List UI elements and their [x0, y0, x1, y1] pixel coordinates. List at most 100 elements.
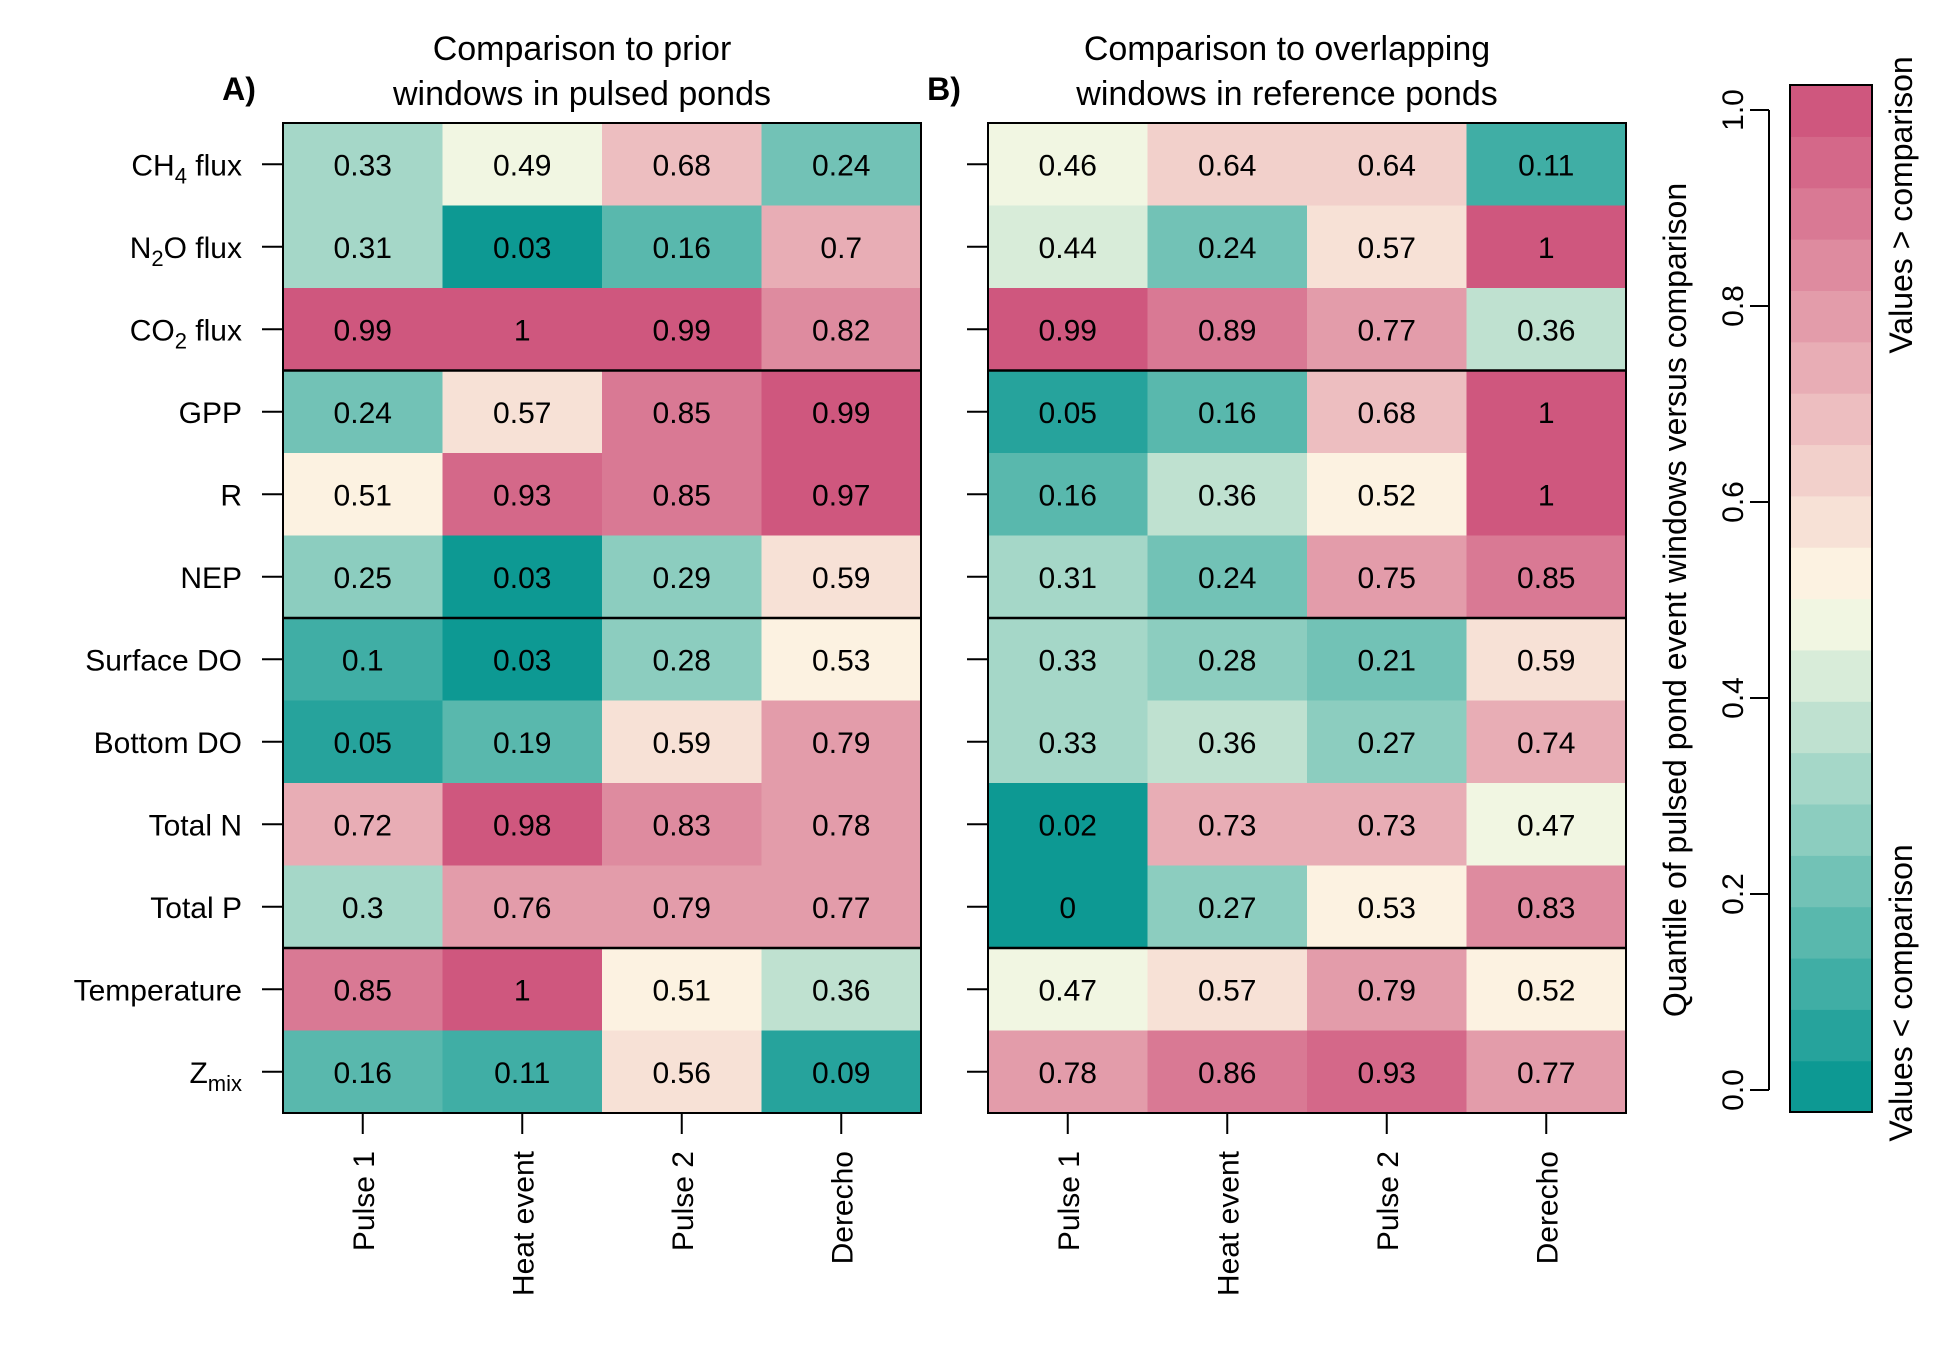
heatmap-cell [1466, 453, 1627, 537]
row-label: NEP [180, 562, 242, 595]
heatmap-cell [442, 948, 603, 1032]
cell-value-label: 0.31 [1039, 562, 1097, 595]
heatmap-cell [602, 948, 763, 1032]
cell-value-label: 0.79 [653, 892, 711, 925]
cell-value-label: 0.29 [653, 562, 711, 595]
heatmap-cell [761, 453, 922, 537]
cell-value-label: 0.77 [1517, 1057, 1575, 1090]
cell-value-label: 0.57 [1358, 232, 1416, 265]
colorbar-segment [1790, 136, 1872, 189]
panel-title-line1: Comparison to prior [433, 30, 732, 68]
colorbar-segment [1790, 1060, 1872, 1113]
cell-value-label: 0.99 [653, 314, 711, 347]
cell-value-label: 0.05 [334, 727, 392, 760]
cell-value-label: 0.78 [1039, 1057, 1097, 1090]
panel-title-line2: windows in reference ponds [1075, 75, 1497, 113]
cell-value-label: 0.85 [653, 479, 711, 512]
heatmap-cell [761, 948, 922, 1032]
cell-value-label: 0.93 [493, 479, 551, 512]
cell-value-label: 0.16 [653, 232, 711, 265]
heatmap-cell [442, 783, 603, 867]
heatmap-cell [1307, 618, 1468, 702]
cell-value-label: 0.64 [1358, 149, 1416, 182]
colorbar-segment [1790, 393, 1872, 446]
cell-value-label: 0.44 [1039, 232, 1097, 265]
heatmap-cell [988, 783, 1149, 867]
cell-value-label: 0.73 [1358, 809, 1416, 842]
colorbar-segment [1790, 85, 1872, 137]
cell-value-label: 0.3 [342, 892, 384, 925]
heatmap-cell [1466, 618, 1627, 702]
heatmap-cell [602, 370, 763, 454]
heatmap-cell [1147, 1030, 1308, 1114]
colorbar-tick-label: 0.4 [1717, 677, 1750, 719]
heatmap-cell [761, 783, 922, 867]
heatmap-cell [1466, 123, 1627, 207]
row-label: Total P [150, 892, 242, 925]
heatmap-cell [988, 700, 1149, 784]
colorbar-segment [1790, 444, 1872, 497]
heatmap-cell [283, 1030, 444, 1114]
cell-value-label: 0.68 [1358, 397, 1416, 430]
heatmap-cell [761, 205, 922, 289]
colorbar-high-label: Values > comparison [1883, 56, 1919, 353]
colorbar-segment [1790, 855, 1872, 908]
heatmap-cell [602, 205, 763, 289]
cell-value-label: 1 [514, 974, 531, 1007]
heatmap-cell [1307, 453, 1468, 537]
cell-value-label: 0.53 [1358, 892, 1416, 925]
row-label: Total N [149, 809, 242, 842]
x-tick-label: Derecho [826, 1151, 859, 1264]
colorbar-axis-title: Quantile of pulsed pond event windows ve… [1657, 183, 1693, 1017]
cell-value-label: 0.97 [812, 479, 870, 512]
x-tick-label: Derecho [1531, 1151, 1564, 1264]
heatmap-cell [1147, 453, 1308, 537]
heatmap-cell [283, 948, 444, 1032]
cell-value-label: 0.19 [493, 727, 551, 760]
heatmap-cell [1147, 700, 1308, 784]
cell-value-label: 1 [514, 314, 531, 347]
panel-letter: A) [222, 71, 256, 107]
row-label: CO2 flux [130, 314, 242, 353]
colorbar-segment [1790, 752, 1872, 805]
row-label: CH4 flux [131, 149, 242, 188]
heatmap-cell [602, 288, 763, 372]
cell-value-label: 0.98 [493, 809, 551, 842]
cell-value-label: 0.33 [1039, 727, 1097, 760]
cell-value-label: 0.99 [812, 397, 870, 430]
heatmap-cell [442, 123, 603, 207]
cell-value-label: 0.47 [1517, 809, 1575, 842]
cell-value-label: 0.46 [1039, 149, 1097, 182]
cell-value-label: 0.36 [1198, 479, 1256, 512]
cell-value-label: 0.36 [1517, 314, 1575, 347]
cell-value-label: 0.78 [812, 809, 870, 842]
heatmap-cell [442, 453, 603, 537]
heatmap-cell [761, 370, 922, 454]
heatmap-cell [761, 865, 922, 949]
cell-value-label: 0.27 [1198, 892, 1256, 925]
heatmap-cell [1466, 700, 1627, 784]
cell-value-label: 0.85 [334, 974, 392, 1007]
colorbar-segment [1790, 649, 1872, 702]
cell-value-label: 0.68 [653, 149, 711, 182]
heatmap-cell [602, 453, 763, 537]
row-label: Bottom DO [94, 727, 242, 760]
heatmap-cell [283, 618, 444, 702]
cell-value-label: 1 [1538, 232, 1555, 265]
cell-value-label: 0.73 [1198, 809, 1256, 842]
colorbar-tick-label: 1.0 [1717, 89, 1750, 131]
cell-value-label: 0.21 [1358, 644, 1416, 677]
cell-value-label: 0.24 [1198, 562, 1256, 595]
cell-value-label: 0.24 [334, 397, 392, 430]
heatmap-cell [1147, 288, 1308, 372]
heatmap-cell [283, 123, 444, 207]
cell-value-label: 0.79 [812, 727, 870, 760]
heatmap-cell [442, 535, 603, 619]
cell-value-label: 0.72 [334, 809, 392, 842]
cell-value-label: 0.24 [812, 149, 870, 182]
colorbar-segment [1790, 239, 1872, 291]
cell-value-label: 0.74 [1517, 727, 1575, 760]
colorbar-tick-label: 0.2 [1717, 873, 1750, 915]
